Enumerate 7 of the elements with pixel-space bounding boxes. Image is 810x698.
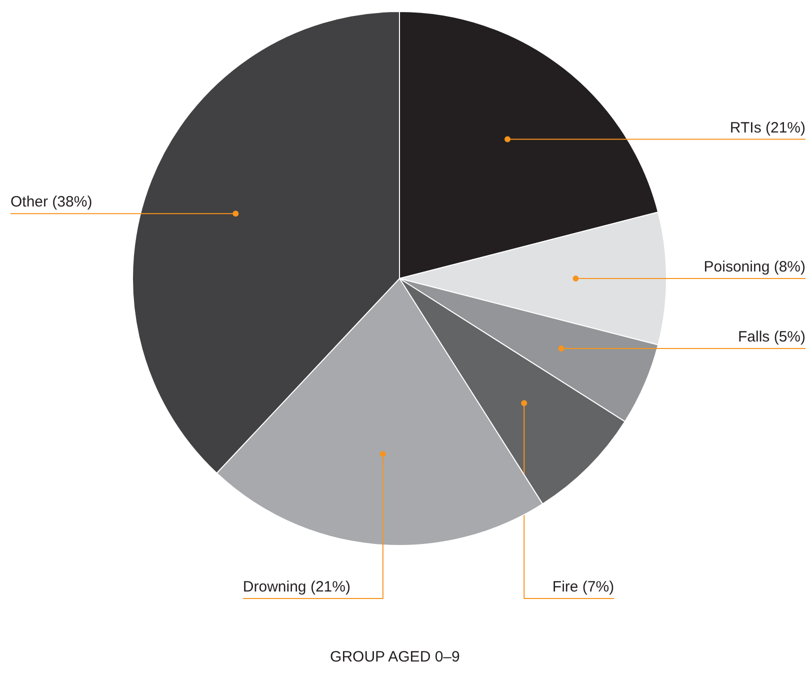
slice-label: Drowning (21%) bbox=[242, 578, 350, 596]
slice-label: RTIs (21%) bbox=[730, 119, 806, 136]
slice-label: Other (38%) bbox=[10, 194, 92, 211]
slice-label: Falls (5%) bbox=[738, 328, 806, 346]
slice-label: Poisoning (8%) bbox=[704, 258, 806, 276]
slice-label: Fire (7%) bbox=[552, 578, 614, 596]
text: GROUP AGED 0–9 bbox=[330, 648, 460, 666]
